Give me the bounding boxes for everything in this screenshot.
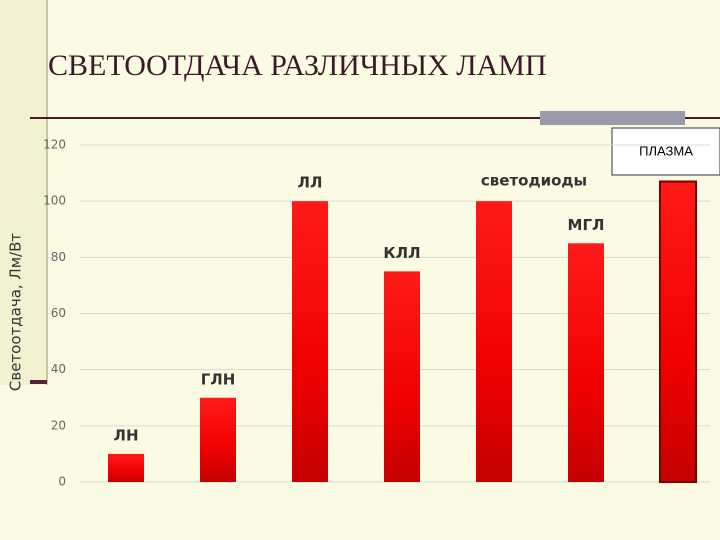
boxed-category-label: ПЛАЗМА (639, 143, 693, 158)
category-label: ЛЛ (298, 174, 323, 192)
y-axis-label: Светоотдача, Лм/Вт (7, 233, 25, 391)
side-strip (0, 0, 47, 385)
bar (384, 271, 420, 482)
bar (659, 180, 697, 483)
bar (476, 201, 512, 482)
y-tick-label: 20 (51, 418, 66, 432)
bar (568, 243, 604, 482)
y-tick-label: 0 (58, 475, 66, 489)
bar (108, 453, 144, 482)
category-label: светодиоды (481, 172, 587, 190)
y-tick-label: 100 (43, 194, 66, 208)
y-tick-label: 80 (51, 250, 66, 264)
title-accent (540, 111, 685, 125)
bar (292, 201, 328, 482)
label-box (611, 127, 720, 176)
y-tick-label: 120 (43, 138, 66, 152)
y-tick-label: 40 (51, 362, 66, 376)
category-label: МГЛ (568, 216, 605, 234)
y-tick-label: 60 (51, 306, 66, 320)
category-label: КЛЛ (383, 244, 420, 262)
bar (200, 397, 236, 482)
chart-title: СВЕТООТДАЧА РАЗЛИЧНЫХ ЛАМП (48, 49, 547, 82)
category-label: ЛН (113, 426, 138, 444)
category-label: ГЛН (201, 370, 236, 388)
